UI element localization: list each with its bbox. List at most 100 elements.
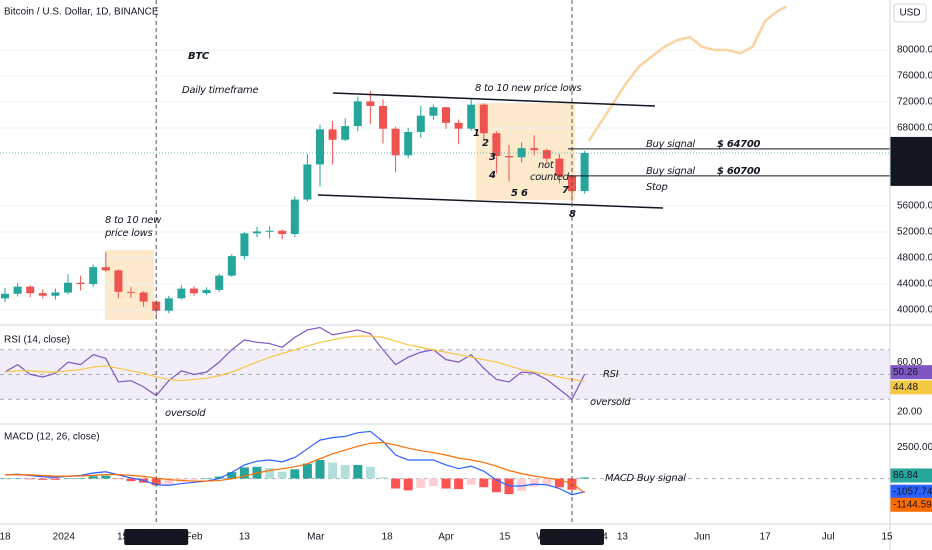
price-tag-label: 44.48	[893, 382, 918, 393]
y-tick-label: 20.00	[897, 406, 922, 417]
candle-body	[416, 115, 425, 132]
candle-body	[51, 292, 60, 296]
candle-body	[26, 286, 35, 294]
x-tick-label: 15	[499, 532, 511, 543]
candle-body	[366, 101, 375, 106]
macd-histogram-bar	[378, 477, 388, 479]
macd-histogram-bar	[441, 478, 451, 489]
macd-histogram-bar	[554, 478, 564, 488]
macd-histogram-bar	[202, 478, 212, 480]
annotation: 8	[569, 209, 576, 220]
annotation: not	[538, 160, 555, 171]
candle-body	[278, 230, 287, 234]
x-tick-label: Feb	[185, 532, 203, 543]
candle-body	[555, 158, 564, 177]
price-tag	[890, 484, 932, 499]
price-tag-label: 64163.56	[893, 149, 932, 160]
macd-histogram-bar	[50, 478, 60, 480]
rsi-line	[4, 335, 585, 382]
x-tick-label: Wed 01 May '24	[536, 532, 608, 543]
price-tag-label: 50.26	[893, 367, 918, 378]
price-tag-label: 64787.35	[893, 139, 932, 150]
x-tick-highlight	[124, 529, 189, 545]
x-tick-label: 15	[881, 532, 893, 543]
x-tick-label: 17	[760, 532, 772, 543]
y-tick-label: 52000.00	[897, 227, 932, 238]
macd-histogram-bar	[542, 478, 552, 486]
candle-body	[152, 301, 161, 311]
macd-histogram-bar	[365, 466, 375, 479]
x-tick-label: 18	[382, 532, 394, 543]
candle-body	[13, 286, 22, 294]
candle-body	[76, 282, 85, 285]
macd-histogram-bar	[38, 478, 48, 480]
candle-body	[64, 282, 72, 293]
candle-body	[101, 267, 110, 271]
price-tag	[890, 468, 932, 483]
annotation: oversold	[590, 397, 631, 408]
macd-histogram-bar	[88, 476, 98, 479]
macd-histogram-bar	[403, 478, 413, 491]
annotation: 7	[562, 185, 569, 196]
macd-histogram-bar	[13, 478, 23, 479]
annotation: $ 64700	[717, 139, 760, 150]
annotation: 8 to 10 new	[105, 215, 162, 226]
macd-histogram-bar	[151, 478, 161, 486]
y-tick-label: 40000.00	[897, 305, 932, 316]
macd-histogram-bar	[517, 478, 527, 491]
annotation: BTC	[188, 51, 210, 62]
candle-body	[328, 129, 337, 140]
candle-body	[127, 291, 135, 293]
annotation: Buy signal	[646, 139, 695, 150]
annotation: Buy signal	[646, 166, 695, 177]
currency-button[interactable]	[893, 3, 927, 23]
macd-histogram-bar	[491, 478, 501, 493]
annotation: MACD Buy signal	[605, 473, 686, 484]
macd-pane	[0, 430, 890, 496]
rsi-band	[0, 349, 890, 400]
macd-histogram-bar	[227, 472, 237, 479]
y-tick-label: 2500.00	[897, 442, 932, 453]
candle-body	[38, 293, 47, 296]
candle-body	[177, 288, 186, 299]
macd-histogram-bar	[113, 478, 123, 480]
candle-body	[303, 164, 312, 200]
candle-body	[505, 156, 513, 158]
y-tick-label: 72000.00	[897, 97, 932, 108]
price-tag-label: -1144.59	[893, 499, 932, 510]
annotation: RSI	[603, 369, 619, 380]
price-pane	[0, 5, 890, 320]
price-tag-label: 60635.54	[893, 174, 932, 185]
macd-histogram-bar	[277, 471, 287, 479]
candle-body	[429, 107, 438, 116]
annotation: Daily timeframe	[182, 85, 258, 96]
candle-body	[530, 148, 539, 151]
annotation: 3	[489, 152, 496, 163]
candle-body	[227, 256, 236, 276]
x-tick-label: 18	[0, 532, 11, 543]
annotation: Stop	[646, 182, 668, 193]
macd-histogram-bar	[416, 478, 426, 488]
candle-body	[240, 233, 249, 257]
macd-histogram-bar	[529, 478, 539, 487]
macd-histogram-bar	[239, 467, 249, 479]
macd-histogram-bar	[315, 459, 325, 479]
price-tag	[890, 146, 932, 161]
candle-body	[454, 122, 463, 129]
macd-histogram-bar	[454, 478, 464, 490]
currency[interactable]: USD	[899, 8, 920, 19]
symbol-title: Bitcoin / U.S. Dollar, 1D, BINANCE	[4, 7, 159, 18]
candle-body	[353, 101, 362, 127]
annotation: oversold	[165, 408, 206, 419]
x-tick-label: Jul	[822, 532, 835, 543]
annotation: 8 to 10 new price lows	[475, 83, 581, 94]
x-tick-highlight	[540, 529, 604, 545]
candle-body	[517, 148, 526, 158]
candle-body	[341, 126, 350, 140]
annotation: 5	[511, 188, 518, 199]
macd-histogram-bar	[328, 462, 338, 479]
annotation: 1	[473, 128, 480, 139]
macd-histogram-bar	[290, 469, 300, 479]
